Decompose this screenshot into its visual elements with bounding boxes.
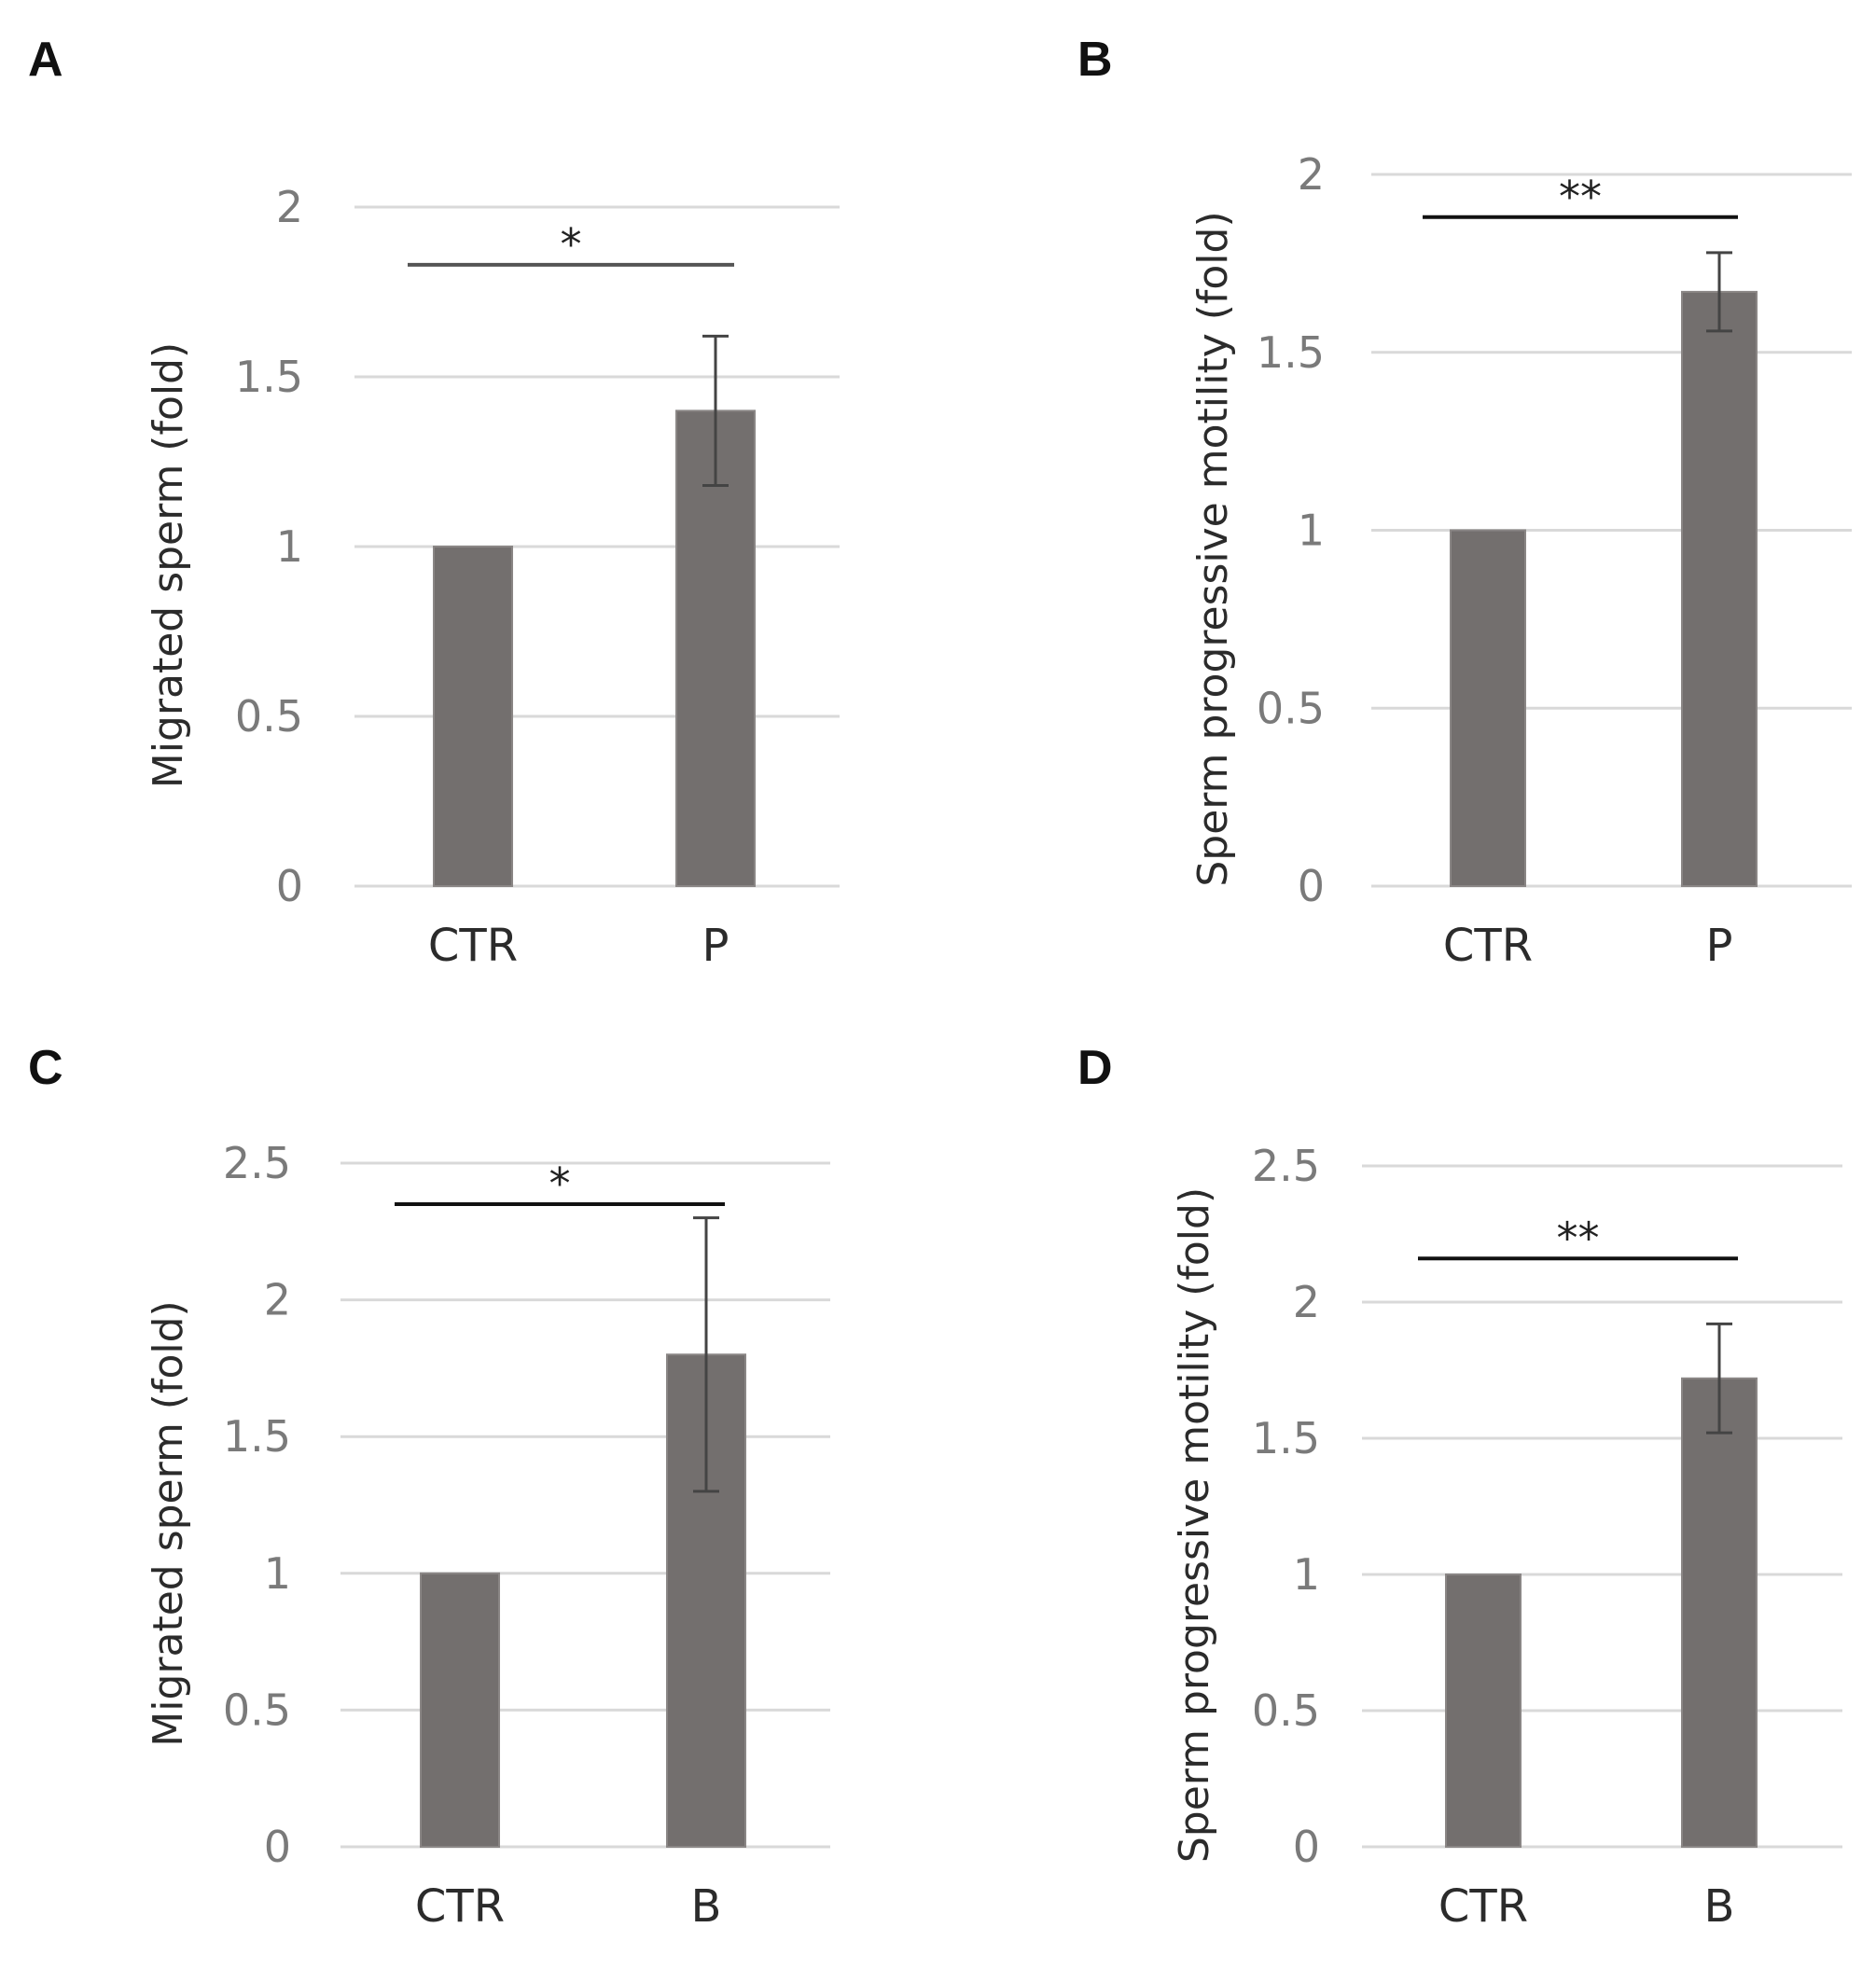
panel-label-c: C bbox=[28, 1041, 63, 1095]
significance-label: ** bbox=[1559, 172, 1602, 222]
chart-a: 0 0.5 1 1.5 2 CTR P * Migrated sperm (fold) bbox=[145, 182, 840, 972]
bar bbox=[1681, 290, 1758, 887]
bar bbox=[433, 546, 513, 887]
x-tick-label: CTR bbox=[1438, 1880, 1528, 1933]
y-tick-label: 0.5 bbox=[1252, 1685, 1320, 1736]
panel-a: A 0 0.5 1 1.5 2 CTR P * Migrated sperm (fold) bbox=[0, 0, 938, 984]
x-tick-label: P bbox=[702, 920, 730, 972]
chart-b: 0 0.5 1 1.5 2 CTR P ** Sperm progressive motilit… bbox=[1189, 149, 1852, 972]
x-tick-label: CTR bbox=[1443, 920, 1533, 972]
y-tick-label: 0.5 bbox=[223, 1685, 291, 1735]
y-tick-label: 1.5 bbox=[235, 352, 303, 402]
y-tick-label: 2 bbox=[1298, 149, 1325, 200]
y-tick-label: 1 bbox=[276, 521, 303, 572]
panel-label-a: A bbox=[28, 33, 63, 87]
y-tick-label: 0 bbox=[276, 861, 303, 911]
bar bbox=[666, 1353, 746, 1848]
bar bbox=[675, 409, 756, 887]
y-tick-label: 2 bbox=[1293, 1277, 1320, 1327]
y-tick-label: 0.5 bbox=[1257, 683, 1325, 733]
chart-d: 0 0.5 1 1.5 2 2.5 CTR B ** Sperm progressive moti… bbox=[1171, 1141, 1842, 1933]
y-tick-label: 0 bbox=[1293, 1822, 1320, 1872]
y-tick-label: 0 bbox=[264, 1822, 291, 1872]
y-tick-label: 2.5 bbox=[1252, 1141, 1320, 1191]
y-tick-label: 0 bbox=[1298, 861, 1325, 911]
significance-label: * bbox=[561, 219, 582, 270]
y-tick-label: 2.5 bbox=[223, 1138, 291, 1188]
bar bbox=[1681, 1377, 1758, 1848]
y-tick-label: 1.5 bbox=[1257, 327, 1325, 378]
significance-label: ** bbox=[1557, 1213, 1600, 1263]
y-axis-label: Sperm progressive motility (fold) bbox=[1171, 1187, 1218, 1863]
y-tick-label: 1.5 bbox=[1252, 1413, 1320, 1463]
y-tick-label: 1.5 bbox=[223, 1411, 291, 1462]
y-tick-label: 2 bbox=[264, 1275, 291, 1325]
y-tick-label: 2 bbox=[276, 182, 303, 232]
y-tick-label: 0.5 bbox=[235, 691, 303, 742]
bar bbox=[1445, 1574, 1522, 1848]
x-tick-label: B bbox=[691, 1880, 722, 1933]
x-tick-label: CTR bbox=[428, 920, 518, 972]
x-tick-label: B bbox=[1704, 1880, 1735, 1933]
x-tick-label: CTR bbox=[415, 1880, 505, 1933]
chart-c: 0 0.5 1 1.5 2 2.5 CTR B * Migrated sperm (fold) bbox=[145, 1138, 830, 1933]
y-tick-label: 1 bbox=[1293, 1549, 1320, 1600]
y-axis-label: Sperm progressive motility (fold) bbox=[1189, 211, 1237, 886]
significance-label: * bbox=[549, 1158, 571, 1209]
y-tick-label: 1 bbox=[264, 1548, 291, 1599]
y-tick-label: 1 bbox=[1298, 506, 1325, 556]
x-tick-label: P bbox=[1706, 920, 1733, 972]
panel-d: D 0 0.5 1 1.5 2 2.5 CTR B ** Sperm progressive mo… bbox=[938, 984, 1875, 1968]
panel-label-b: B bbox=[1077, 33, 1113, 87]
bar bbox=[420, 1572, 500, 1848]
panel-c: C 0 0.5 1 1.5 2 2.5 CTR B * Migrated sperm (fold) bbox=[0, 984, 938, 1968]
y-axis-label: Migrated sperm (fold) bbox=[145, 1300, 192, 1746]
y-axis-label: Migrated sperm (fold) bbox=[145, 342, 192, 788]
bar bbox=[1450, 529, 1526, 887]
panel-b: B 0 0.5 1 1.5 2 CTR P ** Sperm progressive motil… bbox=[938, 0, 1875, 984]
panel-label-d: D bbox=[1077, 1041, 1113, 1095]
